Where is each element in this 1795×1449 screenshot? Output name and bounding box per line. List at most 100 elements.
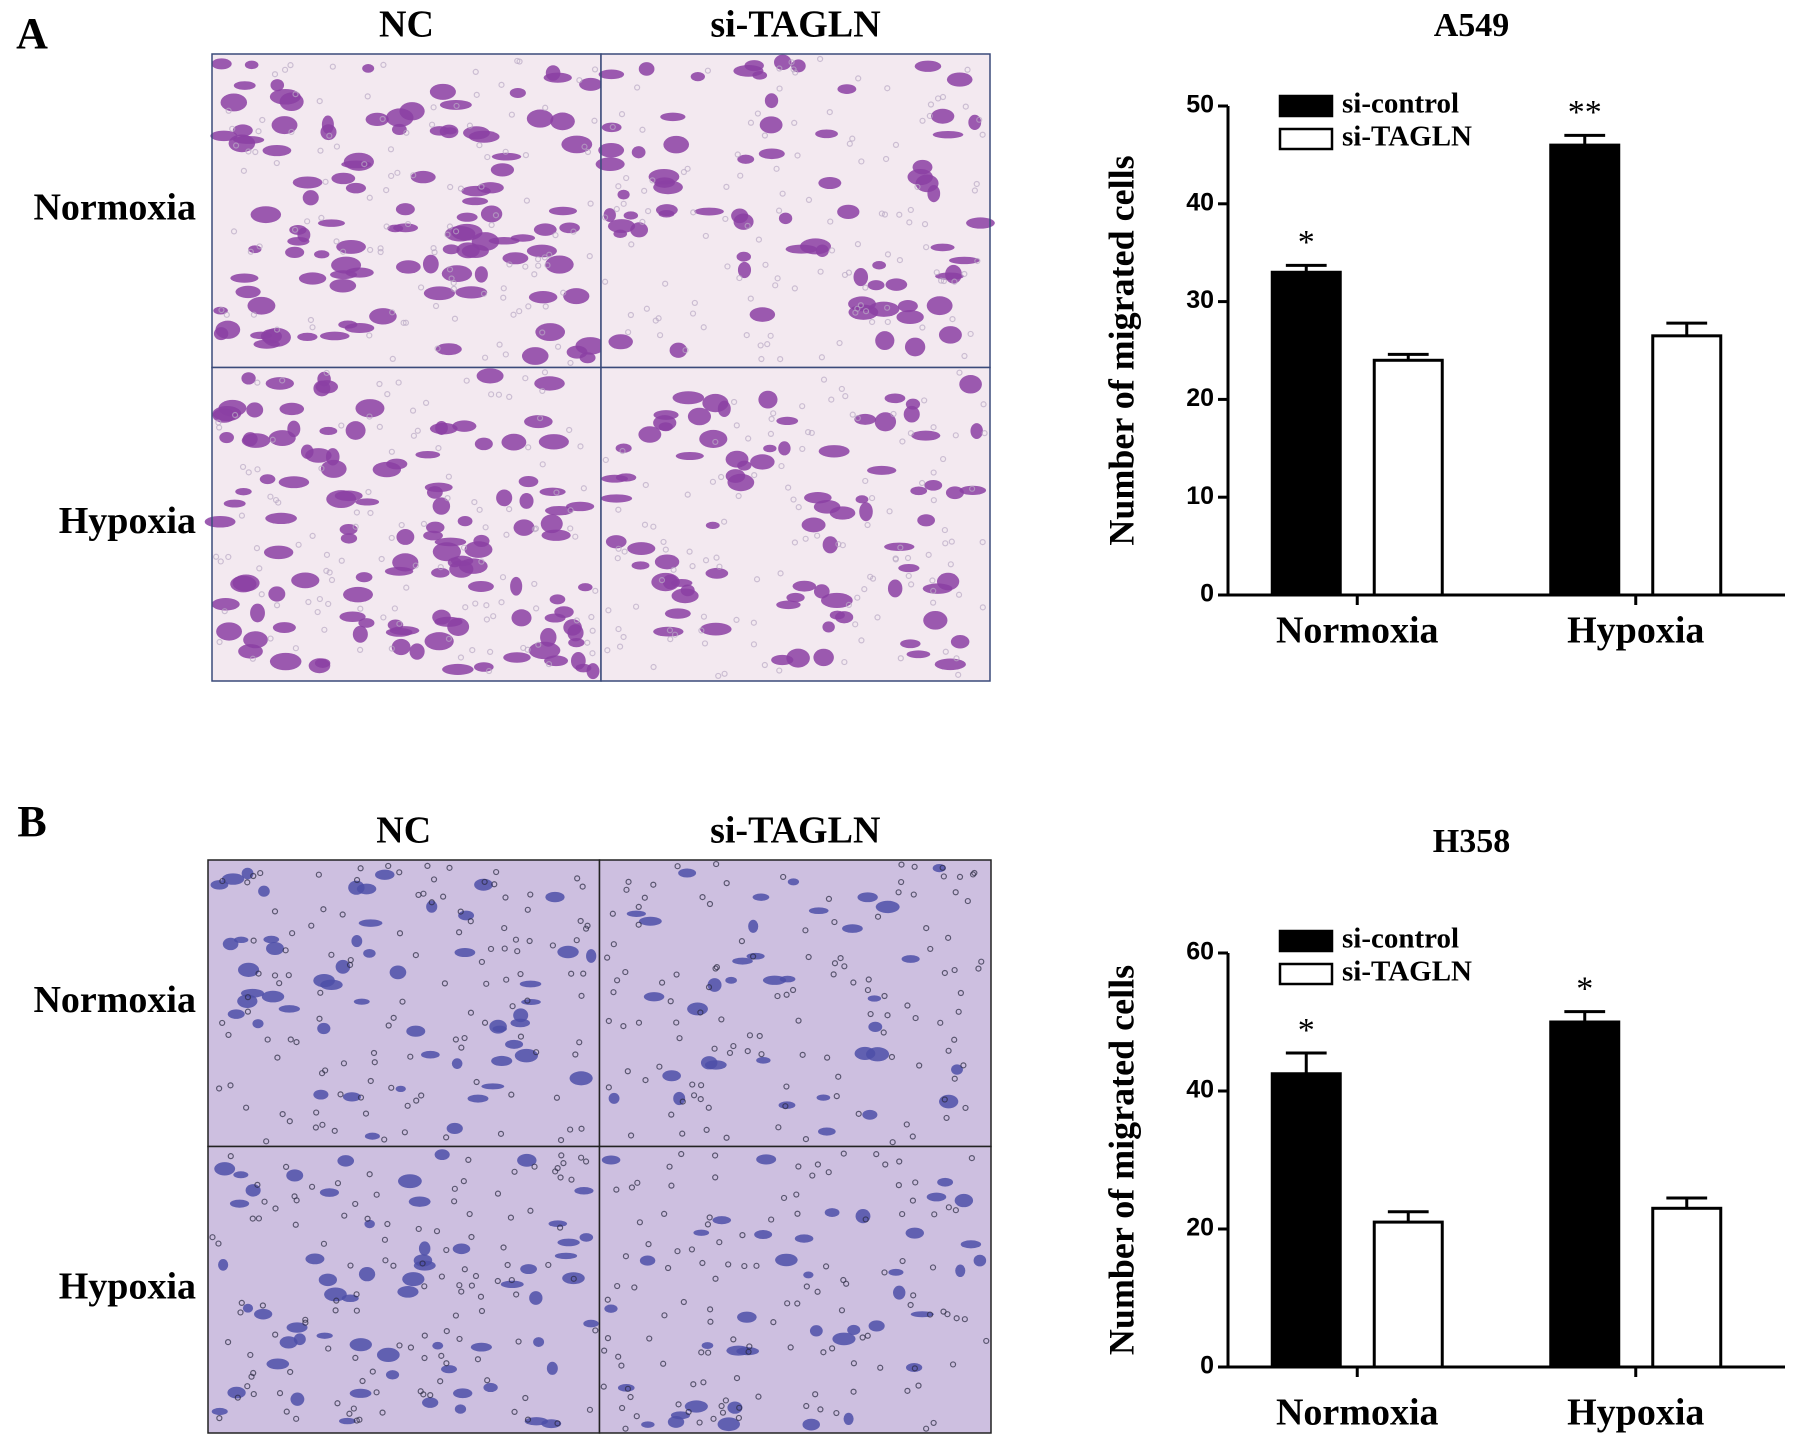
error-bar [1666, 1196, 1708, 1209]
pore [472, 600, 479, 607]
pore [445, 473, 452, 480]
cell [362, 64, 375, 73]
pore [615, 506, 622, 513]
pore [864, 986, 872, 994]
pore [430, 104, 437, 111]
pore [350, 1405, 357, 1412]
y-axis-label: Number of migrated cells [1101, 965, 1141, 1355]
pore [930, 424, 937, 431]
cell [355, 399, 385, 418]
pore [377, 245, 384, 252]
cell [442, 663, 474, 675]
pore [712, 1275, 719, 1282]
pore [452, 1036, 459, 1043]
pore [388, 534, 395, 542]
cell [265, 377, 294, 390]
pore [649, 177, 656, 184]
cell [771, 654, 794, 666]
pore [256, 565, 263, 572]
pore [733, 422, 740, 429]
pore [930, 599, 937, 606]
cell [355, 572, 373, 583]
cell [732, 957, 753, 965]
cell [409, 643, 425, 660]
pore [718, 1402, 725, 1410]
cell [434, 616, 463, 627]
cell [862, 1109, 878, 1120]
pore [466, 1210, 473, 1218]
cell [315, 380, 339, 394]
legend-label: si-TAGLN [1342, 956, 1472, 988]
cell [511, 609, 532, 627]
pore [362, 1110, 370, 1117]
pore [983, 1337, 990, 1345]
pore [542, 104, 549, 111]
pore [535, 262, 542, 269]
pore [706, 900, 714, 908]
cell [764, 93, 779, 109]
pore [586, 253, 593, 260]
cell [210, 130, 238, 142]
pore [718, 1016, 725, 1023]
significance-mark: * [1298, 224, 1315, 261]
pore [780, 1194, 788, 1202]
cell [842, 924, 863, 933]
cell [242, 432, 258, 447]
pore [803, 1402, 810, 1410]
pore [549, 942, 557, 949]
cell [520, 1264, 537, 1275]
legend-label: si-control [1342, 923, 1459, 955]
pore [582, 925, 590, 932]
pore [662, 546, 669, 553]
pore [481, 1019, 489, 1026]
pore [237, 1309, 244, 1316]
pore [679, 1098, 686, 1105]
cell [607, 219, 636, 234]
pore [746, 1032, 754, 1039]
pore [473, 1078, 480, 1086]
pore [250, 872, 257, 880]
cell [526, 109, 554, 128]
cell [700, 1056, 718, 1070]
pore [702, 557, 710, 564]
cell [397, 1286, 419, 1298]
pore [735, 492, 742, 500]
pore [614, 1282, 621, 1290]
cell [968, 114, 982, 130]
pore [295, 541, 302, 548]
pore [705, 1104, 712, 1111]
pore [483, 616, 490, 623]
pore [466, 122, 473, 129]
cell [813, 500, 841, 514]
cell [483, 1382, 498, 1393]
cell [355, 498, 380, 506]
cell [279, 402, 305, 416]
pore [976, 116, 983, 123]
micrograph [598, 1145, 992, 1434]
pore [723, 880, 730, 887]
cell [331, 256, 362, 274]
pore [553, 1094, 561, 1101]
cell [335, 959, 351, 974]
pore [918, 479, 926, 487]
pore [357, 646, 364, 653]
cell [617, 189, 630, 200]
cell [468, 580, 494, 592]
pore [322, 1067, 329, 1074]
cell [673, 1091, 686, 1106]
pore [642, 1077, 649, 1084]
pore [379, 1409, 386, 1416]
pore [678, 1150, 685, 1158]
pore [736, 274, 743, 282]
pore [881, 992, 888, 1000]
row-label: Hypoxia [59, 1265, 196, 1307]
cell [391, 638, 411, 656]
cell [449, 560, 474, 578]
cell [608, 1092, 620, 1104]
pore [943, 1114, 950, 1122]
cell [211, 1407, 228, 1416]
pore [557, 1174, 564, 1181]
pore [531, 526, 538, 533]
pore [556, 1224, 564, 1231]
pore [388, 1084, 395, 1091]
